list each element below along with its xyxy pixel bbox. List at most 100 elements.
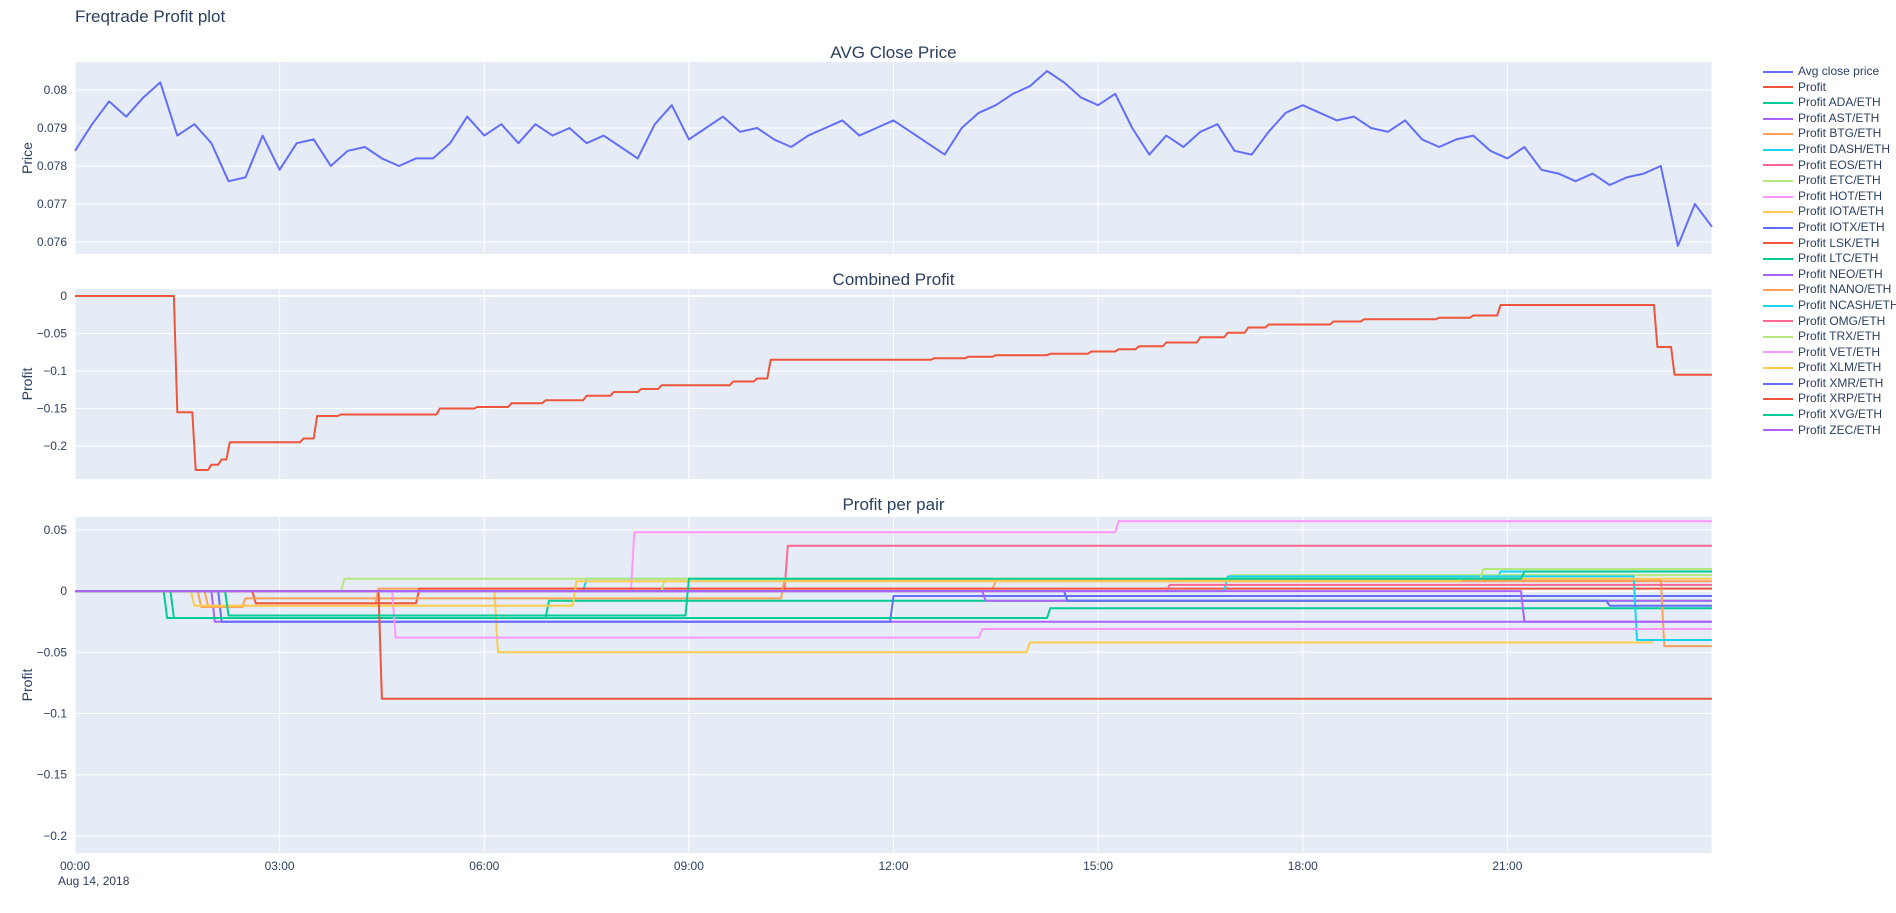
subplot-title-profit-per-pair: Profit per pair (842, 495, 945, 514)
legend-swatch (1763, 226, 1793, 229)
series-profit-xvg-eth (75, 570, 1712, 617)
y-tick-label: 0.079 (37, 121, 67, 135)
y-tick-label: −0.1 (43, 364, 67, 378)
series-profit (75, 295, 1712, 471)
legend-item-profit-vet-eth[interactable]: Profit VET/ETH (1763, 345, 1896, 361)
legend-swatch (1763, 242, 1793, 245)
x-tick-label: 00:00 (60, 859, 90, 873)
y-tick-label: −0.15 (37, 402, 68, 416)
legend-label: Profit IOTX/ETH (1798, 219, 1885, 234)
y-tick-label: −0.1 (43, 707, 67, 721)
legend-label: Profit BTG/ETH (1798, 126, 1882, 141)
series-profit-zec-eth (75, 590, 1712, 623)
legend-label: Avg close price (1798, 64, 1880, 78)
legend-item-profit-xmr-eth[interactable]: Profit XMR/ETH (1763, 376, 1896, 392)
y-tick-label: −0.15 (37, 768, 68, 782)
legend-label: Profit VET/ETH (1798, 344, 1881, 359)
legend-item-profit-ncash-eth[interactable]: Profit NCASH/ETH (1763, 298, 1896, 314)
series-profit-btg-eth (75, 580, 1712, 607)
x-tick-label: 06:00 (469, 859, 499, 873)
figure-title: Freqtrade Profit plot (75, 7, 226, 26)
legend-item-profit-iota-eth[interactable]: Profit IOTA/ETH (1763, 204, 1896, 220)
legend-label: Profit XMR/ETH (1798, 375, 1884, 390)
legend-label: Profit HOT/ETH (1798, 188, 1883, 203)
legend-swatch (1763, 413, 1793, 416)
legend-item-profit-etc-eth[interactable]: Profit ETC/ETH (1763, 173, 1896, 189)
subplot-1: 0.08 0.079 0.078 0.077 0.076 (37, 62, 1713, 254)
legend-label: Profit (1798, 79, 1827, 94)
x-tick-label: 03:00 (265, 859, 295, 873)
legend-item-profit-ltc-eth[interactable]: Profit LTC/ETH (1763, 251, 1896, 267)
legend-swatch (1763, 133, 1793, 136)
legend-swatch (1763, 351, 1793, 354)
legend-item-avg-close-price[interactable]: Avg close price (1763, 64, 1896, 80)
legend-item-profit-trx-eth[interactable]: Profit TRX/ETH (1763, 329, 1896, 345)
y-axis-label-profit-combined: Profit (19, 367, 35, 401)
series-avg-close-price (74, 70, 1713, 247)
legend-item-profit-btg-eth[interactable]: Profit BTG/ETH (1763, 126, 1896, 142)
legend-swatch (1763, 70, 1793, 73)
y-tick-label: 0.076 (37, 235, 67, 249)
legend-swatch (1763, 164, 1793, 167)
x-tick-label: 18:00 (1288, 859, 1318, 873)
y-tick-label: 0.077 (37, 197, 67, 211)
x-tick-label: 12:00 (878, 859, 908, 873)
legend-swatch (1763, 195, 1793, 198)
legend-item-profit-ada-eth[interactable]: Profit ADA/ETH (1763, 95, 1896, 111)
legend-label: Profit ZEC/ETH (1798, 422, 1881, 437)
legend-swatch (1763, 398, 1793, 401)
y-tick-label: 0.05 (44, 523, 68, 537)
y-axis-label-price: Price (19, 142, 35, 174)
legend-item-profit-xrp-eth[interactable]: Profit XRP/ETH (1763, 391, 1896, 407)
legend-label: Profit XRP/ETH (1798, 391, 1882, 406)
series-profit-nano-eth (75, 579, 1712, 648)
legend-swatch (1763, 304, 1793, 307)
x-tick-label: 21:00 (1492, 859, 1522, 873)
legend-label: Profit NEO/ETH (1798, 266, 1883, 281)
legend-swatch (1763, 382, 1793, 385)
legend-item-profit-xlm-eth[interactable]: Profit XLM/ETH (1763, 360, 1896, 376)
legend-item-profit-nano-eth[interactable]: Profit NANO/ETH (1763, 282, 1896, 298)
legend-item-profit-hot-eth[interactable]: Profit HOT/ETH (1763, 189, 1896, 205)
legend-item-profit-dash-eth[interactable]: Profit DASH/ETH (1763, 142, 1896, 158)
y-axis-label-profit-pairs: Profit (19, 668, 35, 702)
legend-label: Profit XVG/ETH (1798, 407, 1883, 422)
subplot-2: 0 −0.05 −0.1 −0.15 −0.2 (37, 289, 1713, 479)
x-tick-label: 09:00 (674, 859, 704, 873)
legend-label: Profit ETC/ETH (1798, 173, 1881, 188)
legend-swatch (1763, 211, 1793, 214)
legend-label: Profit IOTA/ETH (1798, 204, 1884, 219)
legend-label: Profit LTC/ETH (1798, 251, 1879, 266)
y-tick-label: 0.078 (37, 159, 67, 173)
legend-swatch (1763, 257, 1793, 260)
legend-swatch (1763, 429, 1793, 432)
legend-item-profit-iotx-eth[interactable]: Profit IOTX/ETH (1763, 220, 1896, 236)
legend-label: Profit XLM/ETH (1798, 360, 1882, 375)
legend-item-profit-neo-eth[interactable]: Profit NEO/ETH (1763, 267, 1896, 283)
y-tick-label: 0 (60, 584, 67, 598)
y-tick-label: −0.05 (37, 645, 68, 659)
x-axis-date-label: Aug 14, 2018 (58, 874, 130, 888)
legend: Avg close price Profit Profit ADA/ETH Profi… (1763, 64, 1896, 438)
legend-item-profit-ast-eth[interactable]: Profit AST/ETH (1763, 111, 1896, 127)
legend-swatch (1763, 335, 1793, 338)
y-tick-label: −0.2 (43, 829, 67, 843)
y-tick-label: 0 (60, 289, 67, 303)
subplot-title-combined-profit: Combined Profit (832, 270, 955, 289)
legend-item-profit-lsk-eth[interactable]: Profit LSK/ETH (1763, 236, 1896, 252)
legend-item-profit[interactable]: Profit (1763, 80, 1896, 96)
legend-swatch (1763, 367, 1793, 370)
legend-item-profit-omg-eth[interactable]: Profit OMG/ETH (1763, 314, 1896, 330)
legend-item-profit-zec-eth[interactable]: Profit ZEC/ETH (1763, 423, 1896, 439)
legend-swatch (1763, 148, 1793, 151)
legend-swatch (1763, 117, 1793, 120)
legend-label: Profit AST/ETH (1798, 110, 1880, 125)
legend-item-profit-eos-eth[interactable]: Profit EOS/ETH (1763, 158, 1896, 174)
legend-item-profit-xvg-eth[interactable]: Profit XVG/ETH (1763, 407, 1896, 423)
legend-label: Profit OMG/ETH (1798, 313, 1886, 328)
legend-label: Profit EOS/ETH (1798, 157, 1883, 172)
legend-swatch (1763, 179, 1793, 182)
legend-swatch (1763, 101, 1793, 104)
